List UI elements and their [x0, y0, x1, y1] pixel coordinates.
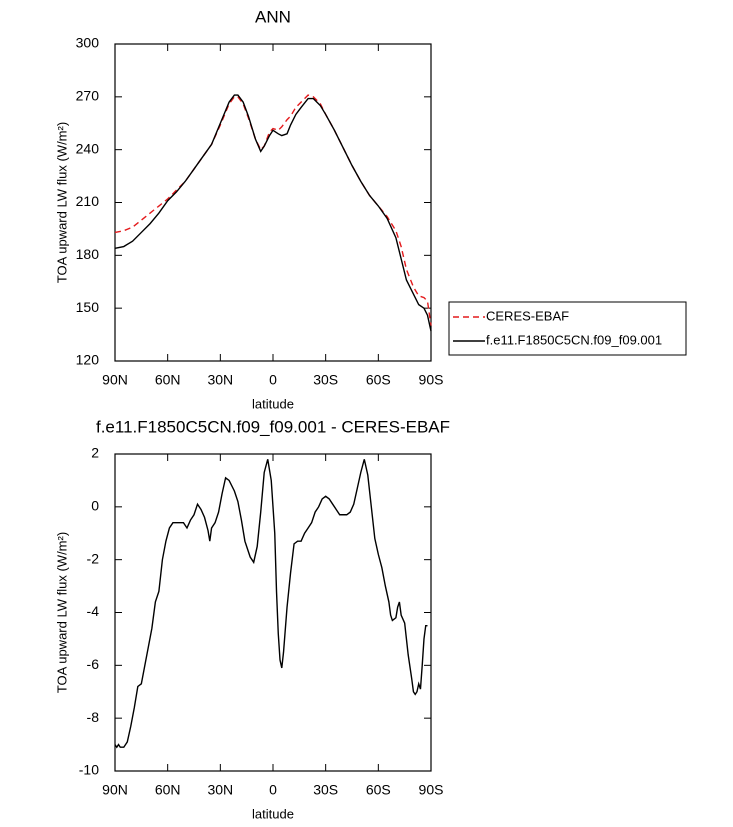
x-tick-label: 90S: [419, 372, 444, 388]
x-axis-label: latitude: [252, 396, 294, 411]
y-tick-label: 120: [76, 352, 100, 368]
y-tick-label: 180: [76, 246, 100, 262]
x-tick-label: 60N: [155, 782, 181, 798]
x-tick-label: 60S: [366, 782, 391, 798]
y-tick-label: 150: [76, 299, 100, 315]
x-tick-label: 0: [269, 782, 277, 798]
x-tick-label: 0: [269, 372, 277, 388]
x-tick-label: 30S: [313, 372, 338, 388]
x-tick-label: 30S: [313, 782, 338, 798]
x-tick-label: 30N: [207, 782, 233, 798]
y-tick-label: 270: [76, 88, 100, 104]
y-axis-label: TOA upward LW flux (W/m²): [54, 532, 69, 693]
x-tick-label: 90S: [419, 782, 444, 798]
legend-label: f.e11.F1850C5CN.f09_f09.001: [486, 332, 662, 347]
y-tick-label: 0: [91, 498, 99, 514]
y-tick-label: 210: [76, 193, 100, 209]
y-tick-label: 300: [76, 35, 100, 51]
y-tick-label: -4: [87, 603, 100, 619]
x-tick-label: 60S: [366, 372, 391, 388]
y-tick-label: 2: [91, 445, 99, 461]
x-tick-label: 30N: [207, 372, 233, 388]
x-tick-label: 90N: [102, 372, 128, 388]
y-tick-label: -6: [87, 656, 100, 672]
series-line: [114, 94, 432, 332]
chart-title: f.e11.F1850C5CN.f09_f09.001 - CERES-EBAF: [96, 417, 450, 436]
series-line: [114, 459, 428, 749]
plot-frame: [114, 43, 432, 362]
y-tick-label: -2: [87, 550, 100, 566]
chart-title: ANN: [255, 7, 291, 26]
x-axis-label: latitude: [252, 806, 294, 821]
x-tick-label: 90N: [102, 782, 128, 798]
legend-label: CERES-EBAF: [486, 308, 569, 323]
y-axis-label: TOA upward LW flux (W/m²): [54, 122, 69, 283]
series-line: [114, 94, 432, 326]
y-tick-label: 240: [76, 140, 100, 156]
x-tick-label: 60N: [155, 372, 181, 388]
y-tick-label: -8: [87, 709, 100, 725]
y-tick-label: -10: [79, 762, 99, 778]
legend-box: [448, 301, 687, 356]
